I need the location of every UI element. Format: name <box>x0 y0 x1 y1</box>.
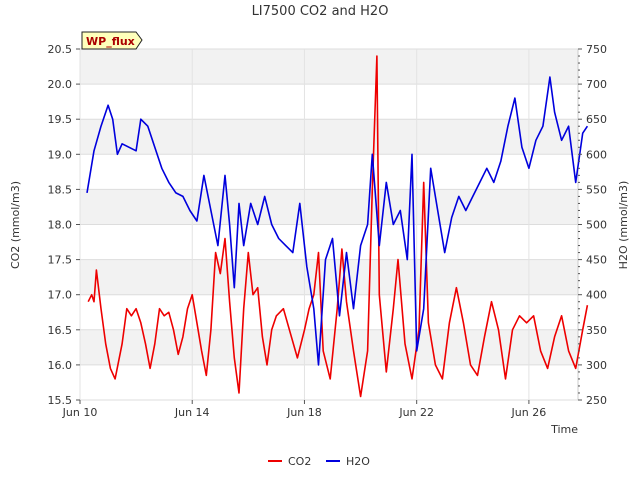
legend: CO2 H2O <box>268 455 370 468</box>
grid-lines <box>79 48 578 401</box>
y2-tick-label: 250 <box>586 394 607 407</box>
plot-band <box>80 189 578 225</box>
y2-tick-label: 300 <box>586 359 607 372</box>
y2-tick-label: 650 <box>586 113 607 126</box>
series-line-co2 <box>87 55 589 398</box>
y-tick-label: 18.0 <box>48 219 73 232</box>
x-tick-label: Jun 18 <box>286 406 322 419</box>
y-tick-label: 20.0 <box>48 78 73 91</box>
plot-band <box>80 329 578 365</box>
y-tick-label: 17.0 <box>48 289 73 302</box>
y2-tick-label: 750 <box>586 43 607 56</box>
y-tick-label: 19.0 <box>48 148 73 161</box>
plot-bands <box>80 49 578 365</box>
x-tick-label: Jun 26 <box>511 406 547 419</box>
y-tick-label: 19.5 <box>48 113 73 126</box>
x-tick-label: Jun 10 <box>62 406 98 419</box>
y-tick-label: 18.5 <box>48 183 73 196</box>
series-line-h2o <box>86 76 589 366</box>
y-axis-label: CO2 (mmol/m3) <box>9 181 22 269</box>
y2-tick-label: 400 <box>586 289 607 302</box>
x-tick-label: Jun 14 <box>174 406 210 419</box>
legend-label-h2o: H2O <box>346 455 370 468</box>
series-lines <box>86 55 589 398</box>
wp-flux-label: WP_flux <box>86 35 135 48</box>
chart-title: LI7500 CO2 and H2O <box>252 4 389 19</box>
y2-tick-label: 450 <box>586 254 607 267</box>
y2-axis-label: H2O (mmol/m3) <box>617 181 630 270</box>
plot-band <box>80 49 578 85</box>
wp-flux-badge: WP_flux <box>81 31 143 50</box>
y2-tick-label: 600 <box>586 148 607 161</box>
y-tick-label: 16.0 <box>48 359 73 372</box>
axes: 15.5 16.0 16.5 17.0 17.5 18.0 18.5 19.0 19.5 20.0… <box>48 43 608 419</box>
y-tick-label: 20.5 <box>48 43 73 56</box>
y2-tick-label: 550 <box>586 183 607 196</box>
y-tick-label: 17.5 <box>48 254 73 267</box>
y-tick-label: 16.5 <box>48 324 73 337</box>
x-axis-label: Time <box>550 423 578 436</box>
plot-band <box>80 119 578 155</box>
x-tick-label: Jun 22 <box>398 406 434 419</box>
y2-tick-label: 350 <box>586 324 607 337</box>
y2-tick-label: 500 <box>586 219 607 232</box>
plot-band <box>80 259 578 295</box>
y2-tick-label: 700 <box>586 78 607 91</box>
legend-label-co2: CO2 <box>288 455 311 468</box>
y-tick-label: 15.5 <box>48 394 73 407</box>
